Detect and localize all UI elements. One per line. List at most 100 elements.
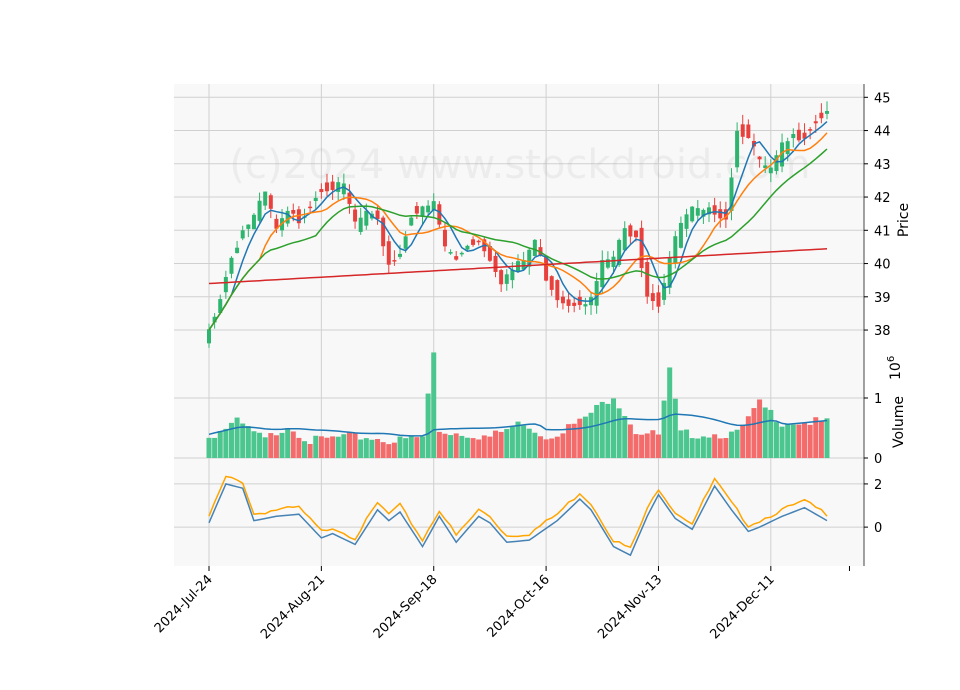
candle-body [712,205,717,215]
volume-bar [425,393,431,458]
volume-bar [414,437,420,458]
candle-body [510,269,515,281]
volume-bar [751,408,757,458]
volume-bar [296,437,302,458]
candle-body [313,197,318,202]
volume-bar [582,416,588,458]
volume-bar [543,439,549,458]
volume-bar [616,408,622,458]
ma20-line [208,148,828,331]
candle-body [291,210,296,214]
x-tick-label: 2024-Sep-18 [371,572,441,642]
volume-bar [554,436,560,458]
volume-bar [768,409,774,458]
volume-bar [302,441,308,458]
candle-body [218,299,223,313]
volume-bar [577,418,583,458]
volume-bar [644,433,650,458]
candle-body [572,302,577,306]
candle-body [740,124,745,137]
volume-bar [667,367,673,458]
volume-bar [375,438,381,458]
volume-bar [493,430,499,458]
volume-bar [717,438,723,458]
price-tick-label: 38 [874,324,891,339]
volume-bar [448,435,454,458]
volume-bar [352,432,358,458]
volume-bar [346,432,352,458]
volume-bar [695,438,701,458]
volume-bar [790,424,796,458]
candle-body [257,200,262,221]
candle-body [684,214,689,229]
volume-ma-line [208,413,828,437]
volume-bar [268,433,274,458]
volume-bar [223,428,229,458]
oscillator-slow-line [208,475,828,549]
candle-body [375,210,380,220]
volume-bar [684,429,690,458]
volume-bar [341,434,347,458]
candle-body [701,209,706,217]
volume-bar [335,436,341,458]
candle-body [774,155,779,172]
candle-body [611,256,616,268]
volume-bar [728,431,734,458]
candle-body [274,218,279,229]
volume-bar [273,435,279,458]
volume-bar [712,434,718,458]
volume-bar [307,443,313,458]
price-panel [174,84,864,350]
volume-bar [234,417,240,458]
candle-body [600,260,605,288]
candle-body [499,270,504,285]
volume-bar [622,415,628,458]
candle-body [650,293,655,302]
candle-body [504,274,509,284]
candle-body [364,210,369,226]
price-tick-label: 45 [874,91,891,106]
candle-body [235,247,240,254]
candle-body [398,253,403,257]
oscillator-tick-label: 0 [874,521,882,536]
volume-bar [436,431,442,458]
volume-bar [228,422,234,458]
candle-body [583,304,588,307]
volume-bar [807,424,813,458]
volume-bar [773,422,779,458]
volume-bars [206,352,830,458]
candle-body [341,183,346,195]
ma60-line [208,248,828,285]
volume-bar [442,433,448,458]
ma10-line [208,132,828,331]
x-tick-label: 2024-Aug-21 [258,572,328,642]
candle-body [437,204,442,225]
volume-bar [212,437,218,458]
candle-body [678,222,683,248]
volume-bar [745,416,751,458]
volume-bar [723,438,729,458]
candle-body [308,206,313,209]
candle-body [622,228,627,251]
candle-body [785,141,790,155]
moving-averages [208,121,828,331]
candle-body [251,214,256,230]
volume-bar [257,432,263,458]
candle-body [426,205,431,213]
candle-body [780,142,785,167]
candle-body [555,280,560,301]
candle-body [471,239,476,245]
volume-bar [532,432,538,458]
candle-body [212,316,217,323]
volume-bar [431,352,437,458]
candle-body [459,252,464,255]
candle-body [808,129,813,131]
price-tick-label: 43 [874,158,891,173]
candle-body [594,281,599,306]
candle-body [465,245,470,250]
candle-body [347,192,352,204]
volume-bar [498,431,504,458]
candle-body [639,227,644,269]
volume-bar [324,437,330,458]
